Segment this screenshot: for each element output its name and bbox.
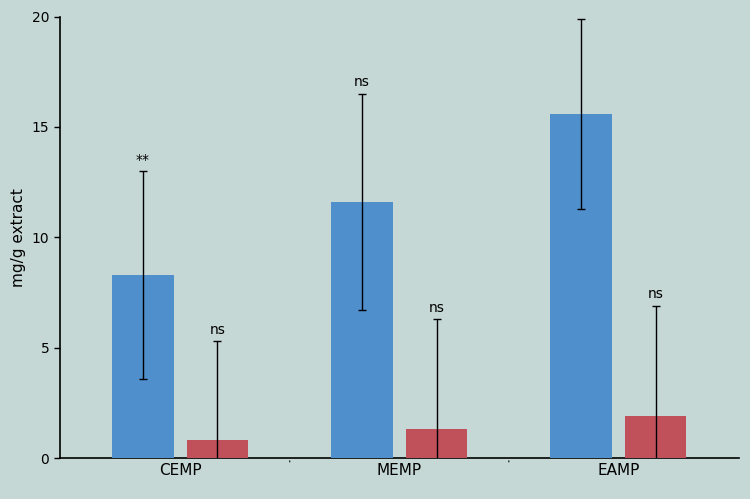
Text: ns: ns	[354, 75, 370, 89]
Bar	[112, 275, 174, 458]
Text: **: **	[136, 153, 150, 167]
Text: ns: ns	[428, 300, 445, 314]
Text: ns: ns	[209, 323, 226, 337]
Text: ns: ns	[648, 287, 664, 301]
Bar	[406, 429, 467, 458]
Bar	[550, 114, 612, 458]
Y-axis label: mg/g extract: mg/g extract	[11, 188, 26, 287]
Bar	[187, 441, 248, 458]
Bar	[332, 202, 393, 458]
Bar	[625, 416, 686, 458]
